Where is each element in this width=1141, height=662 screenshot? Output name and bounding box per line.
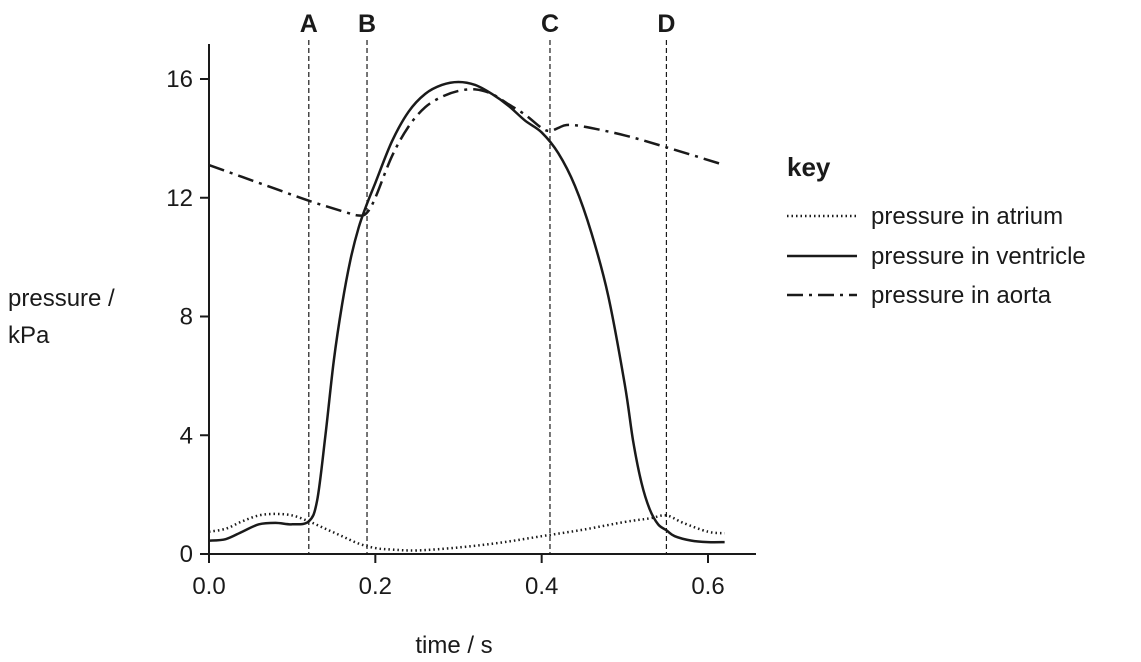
axis-ticks: 0 4 8 12 16 0.0 0.2 0.4 0.6	[166, 66, 724, 600]
legend-label-aorta: pressure in aorta	[871, 282, 1052, 309]
legend: key pressure in atrium pressure in ventr…	[787, 152, 1086, 309]
y-tick-label: 0	[180, 541, 193, 568]
marker-label-c: C	[541, 10, 559, 38]
data-series	[208, 80, 725, 552]
y-axis-label-line2: kPa	[8, 322, 50, 349]
legend-label-ventricle: pressure in ventricle	[871, 243, 1086, 270]
event-markers: A B C D	[300, 10, 675, 554]
axes	[208, 44, 756, 555]
x-tick-label: 0.4	[525, 573, 558, 600]
series-line-ventricle	[208, 80, 725, 544]
y-axis-label-line1: pressure /	[8, 285, 115, 312]
marker-label-b: B	[358, 10, 376, 38]
series-line-aorta	[208, 87, 725, 217]
x-tick-label: 0.0	[192, 573, 225, 600]
legend-label-atrium: pressure in atrium	[871, 203, 1063, 230]
x-tick-label: 0.6	[691, 573, 724, 600]
y-tick-label: 8	[180, 304, 193, 331]
series-line-atrium	[208, 512, 725, 552]
x-axis-label: time / s	[415, 632, 492, 659]
y-tick-label: 4	[180, 422, 193, 449]
y-tick-label: 16	[166, 66, 193, 93]
marker-label-d: D	[657, 10, 675, 38]
y-tick-label: 12	[166, 185, 193, 212]
x-tick-label: 0.2	[359, 573, 392, 600]
legend-title: key	[787, 152, 831, 182]
marker-label-a: A	[300, 10, 318, 38]
